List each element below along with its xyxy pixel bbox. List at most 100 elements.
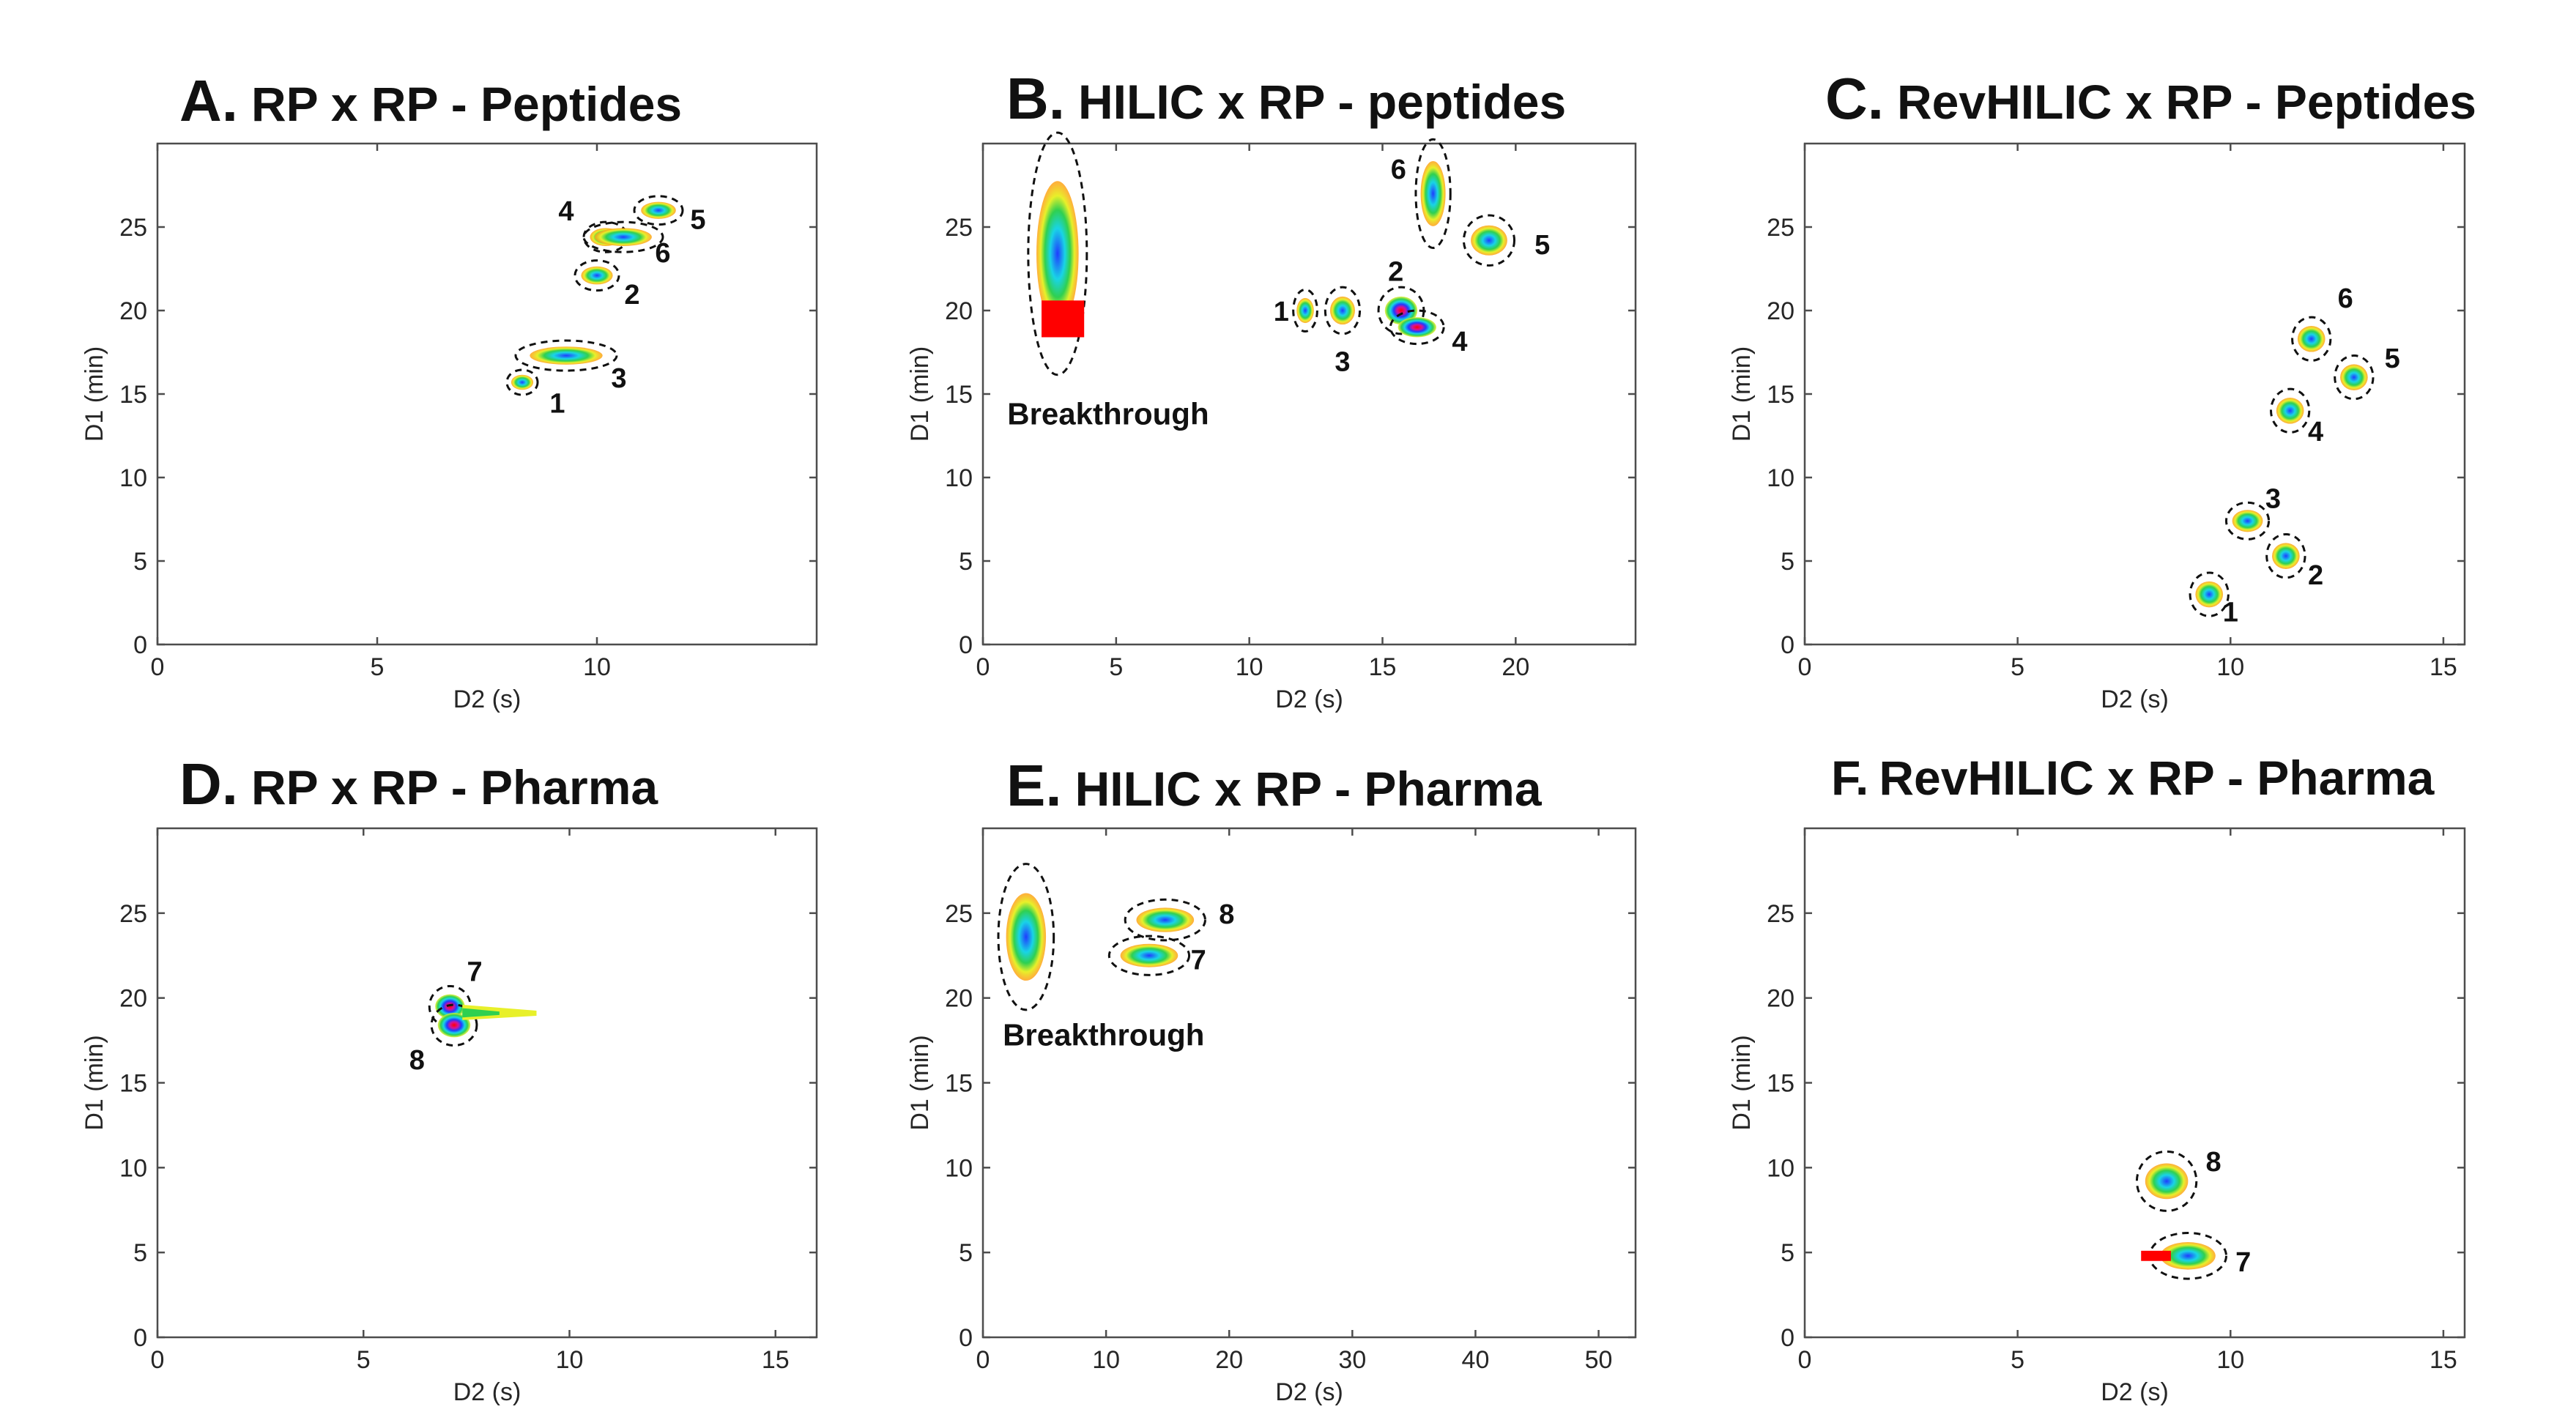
y-tick-label: 0 <box>959 631 973 659</box>
peak-ring <box>430 1003 478 1047</box>
peak-spot <box>1398 317 1436 338</box>
y-tick-label: 25 <box>1767 900 1794 928</box>
peak-ring <box>2334 354 2375 401</box>
panel-title-letter: E. <box>1006 753 1062 818</box>
peak-tail <box>462 1008 500 1018</box>
peak-spot <box>641 201 676 219</box>
peak-label: 3 <box>2265 483 2281 514</box>
y-tick-label: 25 <box>945 900 973 928</box>
peak-ring <box>2291 316 2332 362</box>
peak-spot <box>1006 893 1047 981</box>
peak-ring <box>1107 934 1191 976</box>
peak-label: 5 <box>2385 343 2400 374</box>
y-tick-label: 5 <box>133 548 147 576</box>
peak-ring <box>2224 501 2271 540</box>
peak-ring <box>1027 131 1088 376</box>
peak-spot <box>2297 325 2326 352</box>
peak-ring <box>1324 286 1362 335</box>
x-tick-label: 10 <box>1236 653 1263 681</box>
peak-ring <box>997 863 1055 1011</box>
y-tick-label: 0 <box>1781 631 1794 659</box>
y-tick-label: 15 <box>945 1070 973 1098</box>
peak-spot <box>2340 364 2368 390</box>
peak-spot <box>2272 543 2300 569</box>
peak-ring <box>505 368 539 396</box>
peak-ring <box>582 220 664 253</box>
x-axis-label: D2 (s) <box>1275 685 1343 713</box>
x-tick-label: 20 <box>1215 1346 1243 1374</box>
x-tick-label: 5 <box>2011 1346 2024 1374</box>
y-axis-label: D1 (min) <box>81 1035 108 1130</box>
peak-label: 3 <box>611 363 626 394</box>
y-tick-label: 5 <box>1781 548 1794 576</box>
y-tick-label: 20 <box>1767 297 1794 325</box>
peak-spot <box>1120 943 1178 967</box>
peak-spot <box>2276 398 2304 424</box>
peak-label: 2 <box>2308 560 2323 591</box>
y-tick-label: 10 <box>1767 1154 1794 1182</box>
y-tick-label: 20 <box>945 985 973 1013</box>
x-tick-label: 0 <box>976 653 990 681</box>
peak-label: 8 <box>2205 1147 2221 1178</box>
peak-label: 4 <box>2308 417 2323 447</box>
peak-label: 2 <box>624 280 639 311</box>
peak-spot <box>1136 907 1195 932</box>
peak-ring <box>514 339 618 372</box>
x-tick-label: 0 <box>151 1346 165 1374</box>
x-tick-label: 15 <box>2430 1346 2457 1374</box>
peak-label: 2 <box>1388 256 1403 287</box>
panel-title-text: HILIC x RP - Pharma <box>1075 762 1543 816</box>
peak-ring <box>2270 387 2311 434</box>
peak-label: 4 <box>1452 327 1467 357</box>
x-tick-label: 5 <box>357 1346 371 1374</box>
x-tick-label: 5 <box>2011 653 2024 681</box>
y-tick-label: 25 <box>945 214 973 242</box>
peak-label: 6 <box>2338 283 2353 314</box>
panel-a-title: A. RP x RP - Peptides <box>179 68 682 133</box>
x-tick-label: 10 <box>556 1346 584 1374</box>
y-axis-label: D1 (min) <box>1728 1035 1756 1130</box>
y-tick-label: 0 <box>959 1324 973 1352</box>
y-tick-label: 20 <box>1767 985 1794 1013</box>
x-tick-label: 0 <box>976 1346 990 1374</box>
x-tick-label: 5 <box>371 653 385 681</box>
y-tick-label: 25 <box>119 214 147 242</box>
x-tick-label: 15 <box>2430 653 2457 681</box>
breakthrough-core <box>1042 300 1085 338</box>
x-tick-label: 15 <box>1369 653 1397 681</box>
peak-ring <box>574 259 620 292</box>
peak-label: 1 <box>1274 297 1289 327</box>
panel-title-letter: B. <box>1006 66 1065 131</box>
peak-label: 1 <box>549 388 565 419</box>
x-axis-label: D2 (s) <box>1275 1378 1343 1406</box>
panel-c-title: C. RevHILIC x RP - Peptides <box>1825 66 2476 131</box>
y-tick-label: 15 <box>1767 381 1794 409</box>
peak-spot <box>437 1013 471 1038</box>
y-tick-label: 25 <box>119 900 147 928</box>
y-axis-label: D1 (min) <box>1728 346 1756 442</box>
y-axis-label: D1 (min) <box>906 346 934 442</box>
x-tick-label: 40 <box>1462 1346 1490 1374</box>
x-tick-label: 5 <box>1109 653 1123 681</box>
panel-b-title: B. HILIC x RP - peptides <box>1006 66 1566 131</box>
x-tick-label: 15 <box>762 1346 790 1374</box>
panel-d-title: D. RP x RP - Pharma <box>179 751 658 817</box>
panel-title-letter: D. <box>179 751 238 817</box>
peak-spot <box>1471 225 1507 256</box>
y-tick-label: 0 <box>133 1324 147 1352</box>
y-tick-label: 0 <box>1781 1324 1794 1352</box>
peak-spot <box>581 266 613 285</box>
peak-ring <box>2135 1150 2198 1212</box>
peak-label: 3 <box>1335 346 1350 377</box>
x-tick-label: 10 <box>2216 1346 2244 1374</box>
panel-title-text: HILIC x RP - peptides <box>1078 75 1566 129</box>
panel-title-text: RP x RP - Pharma <box>251 760 658 814</box>
peak-label: 7 <box>467 957 483 988</box>
y-tick-label: 25 <box>1767 214 1794 242</box>
y-axis-label: D1 (min) <box>81 346 108 442</box>
peak-label: 1 <box>2223 597 2238 628</box>
x-axis-label: D2 (s) <box>453 685 521 713</box>
panel-title-text: RevHILIC x RP - Peptides <box>1897 75 2476 129</box>
